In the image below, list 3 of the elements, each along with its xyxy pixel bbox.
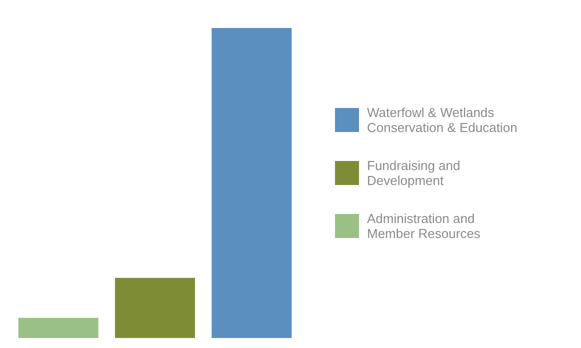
legend-label: Fundraising and Development (367, 158, 460, 188)
legend-label: Waterfowl & Wetlands Conservation & Education (367, 105, 518, 135)
legend-label: Administration and Member Resources (367, 211, 481, 241)
